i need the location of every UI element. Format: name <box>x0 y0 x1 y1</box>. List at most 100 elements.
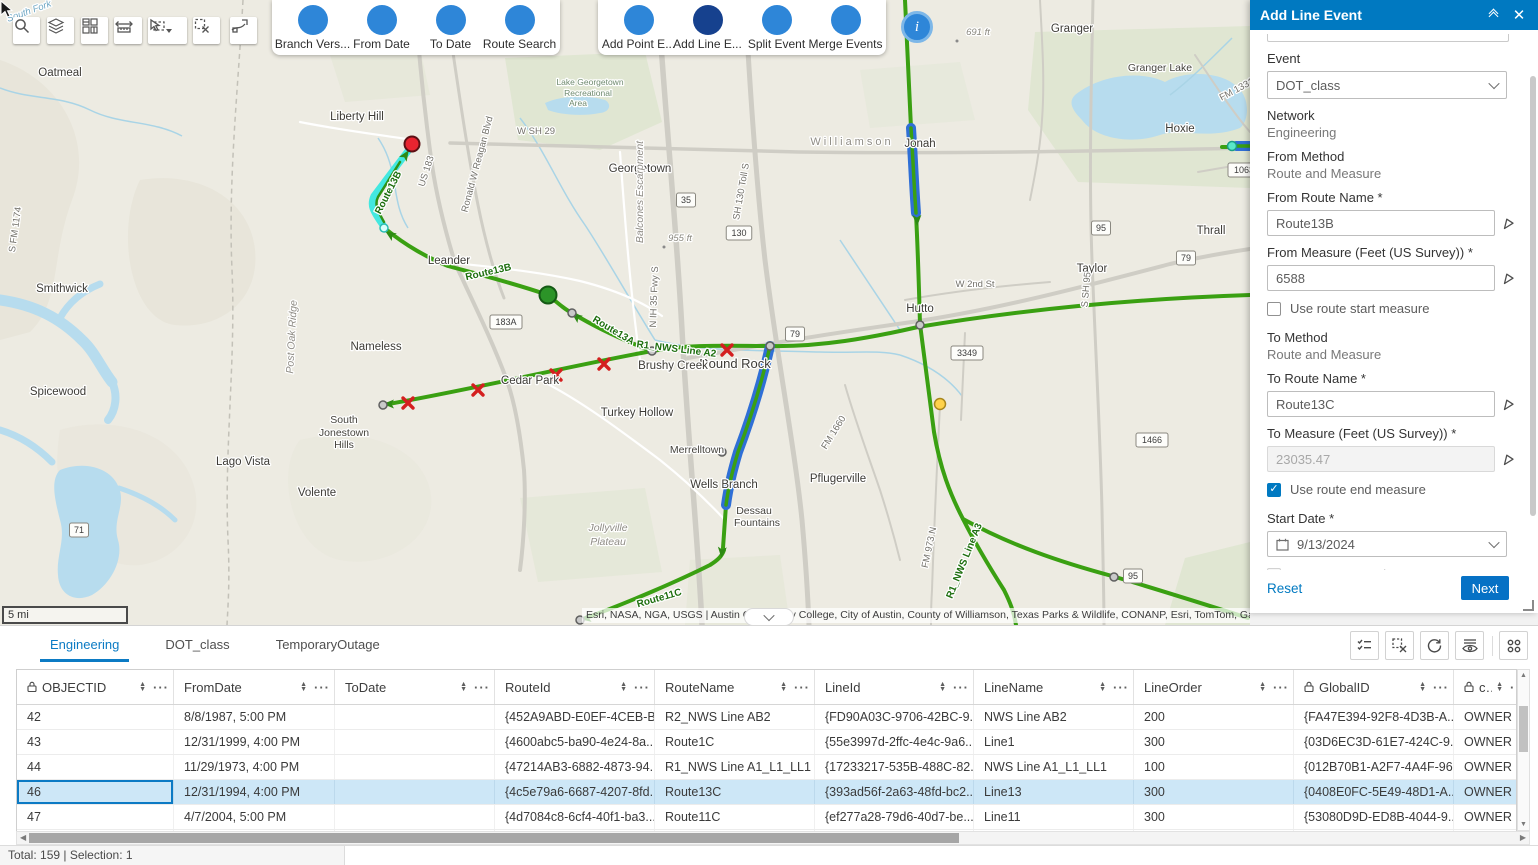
select-tool-button[interactable] <box>148 17 187 44</box>
clear-table-selection-button[interactable] <box>1385 631 1414 660</box>
route-direction-arrow[interactable] <box>383 399 394 409</box>
split-event-button[interactable]: Split Event <box>599 1 811 51</box>
dot-red-marker[interactable] <box>403 135 421 153</box>
sort-icon[interactable]: ▲ ▼ <box>460 681 467 693</box>
table-row[interactable]: 44 11/29/1973, 4:00 PM {47214AB3-6882-4873… <box>17 755 1516 780</box>
fields-visibility-button[interactable] <box>1455 631 1484 660</box>
panel-scrollbar[interactable] <box>1530 34 1537 563</box>
table-cell[interactable]: {4600abc5-ba90-4e24-8a... <box>495 730 655 754</box>
next-button[interactable]: Next <box>1461 576 1509 600</box>
table-cell[interactable]: 11/29/1973, 4:00 PM <box>174 755 335 779</box>
table-cell[interactable]: {55e3997d-2ffc-4e4c-9a6... <box>815 730 974 754</box>
table-cell[interactable]: 47 <box>17 805 174 829</box>
close-panel-icon[interactable]: ✕ <box>1512 6 1526 24</box>
sort-icon[interactable]: ▲ ▼ <box>1099 681 1106 693</box>
map-markers[interactable] <box>378 39 1238 625</box>
table-cell[interactable]: OWNER <box>1454 780 1516 804</box>
table-cell[interactable] <box>335 730 495 754</box>
pick-from-route-icon[interactable] <box>1502 217 1515 230</box>
dot-gray-marker[interactable] <box>717 447 727 457</box>
basemap-tool-button[interactable] <box>81 17 108 44</box>
to-route-input[interactable]: Route13C <box>1267 391 1495 417</box>
table-cell[interactable]: Line1 <box>974 730 1134 754</box>
table-cell[interactable]: {4d7084c8-6cf4-40f1-ba3... <box>495 805 655 829</box>
column-header-routename[interactable]: RouteName ▲ ▼ ··· <box>655 670 815 704</box>
table-cell[interactable]: {03D6EC3D-61E7-424C-9... <box>1294 730 1454 754</box>
dot-teal-marker[interactable] <box>1226 140 1238 152</box>
collapse-panel-icon[interactable] <box>1484 6 1502 24</box>
table-cell[interactable]: 43 <box>17 730 174 754</box>
dot-cyan-marker[interactable] <box>379 223 389 233</box>
merge-events-button[interactable]: Merge Events <box>599 1 883 51</box>
pick-from-measure-icon[interactable] <box>1502 272 1515 285</box>
table-cell[interactable]: Route13C <box>655 780 815 804</box>
measure-tool-button[interactable] <box>114 17 142 44</box>
column-header-linename[interactable]: LineName ▲ ▼ ··· <box>974 670 1134 704</box>
table-cell[interactable]: {393ad56f-2a63-48fd-bc2... <box>815 780 974 804</box>
tab-dot_class[interactable]: DOT_class <box>165 636 230 652</box>
table-cell[interactable]: {FA47E394-92F8-4D3B-A... <box>1294 705 1454 729</box>
sort-icon[interactable]: ▲ ▼ <box>1419 681 1426 693</box>
column-header-todate[interactable]: ToDate ▲ ▼ ··· <box>335 670 495 704</box>
table-cell[interactable]: 100 <box>1134 755 1294 779</box>
sort-icon[interactable]: ▲ ▼ <box>620 681 627 693</box>
dot-gray-marker[interactable] <box>1109 572 1119 582</box>
table-vertical-scrollbar[interactable]: ▲ ▼ <box>1517 669 1530 831</box>
table-cell[interactable]: 300 <box>1134 805 1294 829</box>
column-menu-icon[interactable]: ··· <box>1510 679 1516 695</box>
column-menu-icon[interactable]: ··· <box>153 679 169 695</box>
table-cell[interactable] <box>335 805 495 829</box>
column-header-create[interactable]: create▲▼··· <box>1454 670 1516 704</box>
route-direction-arrow[interactable] <box>912 214 922 226</box>
table-cell[interactable]: {ef277a28-79d6-40d7-be... <box>815 805 974 829</box>
dot-gray-marker[interactable] <box>567 308 577 318</box>
event-locator-x-marker[interactable] <box>597 357 611 371</box>
route-search-button[interactable]: Route Search <box>274 1 556 51</box>
column-menu-icon[interactable]: ··· <box>953 679 969 695</box>
event-select[interactable]: DOT_class <box>1267 71 1507 99</box>
refresh-button[interactable] <box>1420 631 1449 660</box>
table-cell[interactable]: OWNER <box>1454 730 1516 754</box>
options-button[interactable] <box>1499 631 1528 660</box>
add-line-event-button[interactable]: Add Line E... <box>599 2 742 51</box>
use-route-end-measure-checkbox[interactable]: ✓ Use route end measure <box>1267 482 1530 497</box>
show-selection-button[interactable] <box>1350 631 1379 660</box>
column-menu-icon[interactable]: ··· <box>1273 679 1289 695</box>
table-cell[interactable]: 42 <box>17 705 174 729</box>
table-cell[interactable]: R1_NWS Line A1_L1_LL1 <box>655 755 815 779</box>
dot-green-large-marker[interactable] <box>538 285 558 305</box>
panel-resize-handle[interactable] <box>1523 600 1534 611</box>
column-menu-icon[interactable]: ··· <box>314 679 330 695</box>
table-cell[interactable]: Route11C <box>655 805 815 829</box>
table-cell[interactable]: OWNER <box>1454 755 1516 779</box>
pick-to-route-icon[interactable] <box>1502 398 1515 411</box>
table-cell[interactable]: OWNER <box>1454 805 1516 829</box>
clipped-field[interactable] <box>1267 34 1509 42</box>
clear-selection-tool-button[interactable] <box>193 17 220 44</box>
dot-yellow-marker[interactable] <box>933 397 947 411</box>
column-header-routeid[interactable]: RouteId ▲ ▼ ··· <box>495 670 655 704</box>
table-row[interactable]: 47 4/7/2004, 5:00 PM {4d7084c8-6cf4-40f1-b… <box>17 805 1516 830</box>
tab-engineering[interactable]: Engineering <box>40 628 130 662</box>
column-header-objectid[interactable]: OBJECTID ▲ ▼ ··· <box>17 670 174 704</box>
use-route-start-measure-checkbox[interactable]: Use route start measure <box>1267 301 1530 316</box>
table-cell[interactable]: Line11 <box>974 805 1134 829</box>
sort-icon[interactable]: ▲ ▼ <box>939 681 946 693</box>
info-button[interactable]: i <box>901 11 933 43</box>
table-row[interactable]: 46 12/31/1994, 4:00 PM {4c5e79a6-6687-4207… <box>17 780 1516 805</box>
route-direction-arrow[interactable] <box>717 546 727 559</box>
table-cell[interactable]: OWNER <box>1454 705 1516 729</box>
table-row[interactable]: 42 8/8/1987, 5:00 PM {452A9ABD-E0EF-4CEB-B… <box>17 705 1516 730</box>
table-cell[interactable]: 12/31/1994, 4:00 PM <box>174 780 335 804</box>
table-row[interactable]: 43 12/31/1999, 4:00 PM {4600abc5-ba90-4e24… <box>17 730 1516 755</box>
column-menu-icon[interactable]: ··· <box>634 679 650 695</box>
highlighted-route-segment[interactable] <box>368 147 412 232</box>
table-cell[interactable] <box>335 755 495 779</box>
column-header-globalid[interactable]: GlobalID ▲ ▼ ··· <box>1294 670 1454 704</box>
column-menu-icon[interactable]: ··· <box>794 679 810 695</box>
table-horizontal-scrollbar[interactable]: ◀ ▶ <box>16 831 1530 845</box>
column-menu-icon[interactable]: ··· <box>1113 679 1129 695</box>
table-cell[interactable]: 200 <box>1134 705 1294 729</box>
table-cell[interactable]: {FD90A03C-9706-42BC-9... <box>815 705 974 729</box>
route-direction-arrow[interactable] <box>383 227 397 241</box>
